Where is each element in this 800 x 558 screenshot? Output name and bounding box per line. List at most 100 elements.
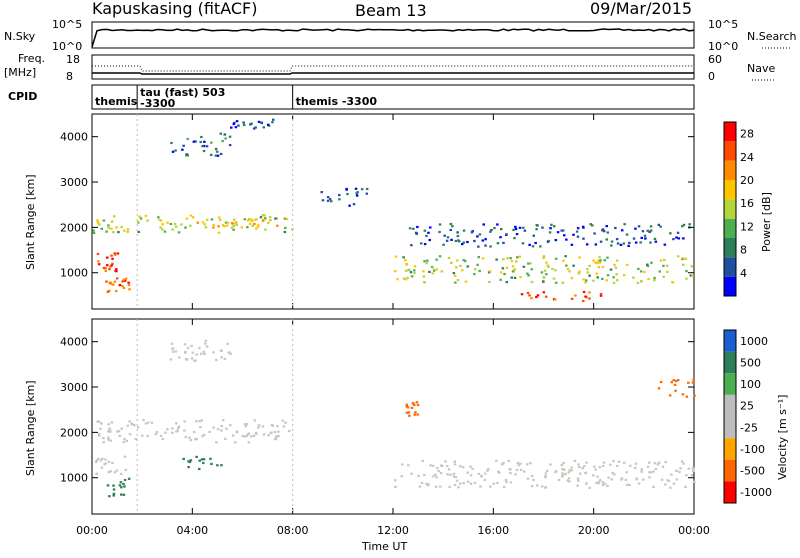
velocity-ground-cell bbox=[102, 441, 106, 444]
power-cell bbox=[639, 270, 643, 273]
x-tick-label: 12:00 bbox=[377, 524, 409, 537]
power-cell bbox=[181, 148, 184, 151]
power-axes: 1000 2000 3000 4000 bbox=[60, 114, 695, 309]
power-cell bbox=[562, 229, 565, 232]
power-cell bbox=[456, 279, 460, 282]
velocity-ground-cell bbox=[561, 468, 564, 471]
power-cell bbox=[505, 233, 508, 236]
power-cell bbox=[522, 265, 526, 268]
power-cell bbox=[242, 123, 246, 127]
power-cell bbox=[237, 124, 240, 127]
date-title: 09/Mar/2015 bbox=[590, 0, 692, 18]
power-cell bbox=[396, 278, 399, 281]
power-cell bbox=[640, 236, 643, 239]
power-cell bbox=[684, 257, 688, 260]
power-cell bbox=[264, 228, 267, 231]
power-cell bbox=[226, 224, 229, 227]
power-cell bbox=[328, 198, 332, 201]
power-cell bbox=[462, 259, 465, 262]
power-cell bbox=[657, 223, 661, 226]
power-cell bbox=[666, 270, 669, 273]
power-cell bbox=[205, 218, 209, 221]
power-cell bbox=[625, 233, 629, 236]
velocity-ground-cell bbox=[104, 462, 107, 465]
power-cell bbox=[226, 221, 230, 224]
power-cell bbox=[553, 298, 557, 301]
velocity-ground-cell bbox=[601, 481, 604, 484]
velocity-ground-cell bbox=[560, 464, 564, 467]
velocity-ground-cell bbox=[692, 468, 695, 471]
velocity-ground-cell bbox=[610, 478, 613, 481]
power-cell bbox=[553, 225, 556, 228]
velocity-ground-cell bbox=[554, 470, 558, 473]
power-cell bbox=[542, 280, 545, 283]
velocity-ground-cell bbox=[568, 480, 571, 483]
velocity-colorbar-segment bbox=[724, 373, 736, 395]
power-cell bbox=[570, 297, 574, 300]
power-cell bbox=[473, 239, 476, 243]
velocity-ground-cell bbox=[436, 466, 439, 470]
power-cell bbox=[425, 262, 428, 265]
power-cell bbox=[263, 214, 267, 217]
power-cell bbox=[521, 242, 525, 245]
velocity-ground-cell bbox=[448, 485, 451, 488]
power-cell bbox=[666, 264, 669, 267]
velocity-ground-cell bbox=[144, 422, 148, 425]
velocity-colorbar-segment bbox=[724, 481, 736, 503]
freq-tick-top: 18 bbox=[66, 53, 80, 66]
power-colorbar-segment bbox=[724, 257, 736, 277]
power-cell bbox=[106, 264, 109, 267]
velocity-ground-cell bbox=[591, 474, 595, 477]
power-cell bbox=[102, 266, 106, 270]
power-cell bbox=[189, 224, 192, 227]
velocity-ground-cell bbox=[201, 435, 204, 438]
velocity-ground-cell bbox=[563, 468, 566, 471]
power-cell bbox=[194, 140, 197, 143]
velocity-ground-cell bbox=[492, 482, 496, 485]
power-cell bbox=[159, 226, 162, 229]
power-cell bbox=[514, 227, 518, 231]
velocity-cell bbox=[112, 488, 116, 491]
velocity-ground-cell bbox=[200, 419, 203, 422]
power-cell bbox=[548, 231, 552, 234]
power-cell bbox=[484, 244, 487, 247]
velocity-ground-cell bbox=[136, 426, 140, 429]
velocity-ground-cell bbox=[427, 483, 430, 486]
power-cell bbox=[595, 272, 598, 275]
power-cell bbox=[685, 277, 688, 280]
power-ytick-label: 4000 bbox=[60, 131, 88, 144]
beam-title: Beam 13 bbox=[355, 1, 427, 20]
velocity-ground-cell bbox=[273, 431, 277, 434]
power-cell bbox=[174, 149, 177, 152]
power-cell bbox=[427, 231, 430, 234]
velocity-ylabel: Slant Range [km] bbox=[24, 380, 37, 476]
velocity-ground-cell bbox=[394, 485, 397, 488]
power-cell bbox=[535, 295, 538, 299]
velocity-ground-cell bbox=[675, 478, 679, 481]
power-cell bbox=[464, 260, 467, 263]
power-cell bbox=[413, 269, 416, 272]
velocity-ground-cell bbox=[502, 485, 506, 489]
power-cell bbox=[646, 263, 649, 266]
velocity-ground-cell bbox=[454, 475, 457, 479]
power-cell bbox=[262, 126, 265, 129]
velocity-colorbar-segment bbox=[724, 394, 736, 417]
velocity-ground-cell bbox=[400, 475, 403, 478]
velocity-ground-cell bbox=[530, 474, 534, 478]
power-cell bbox=[627, 244, 630, 247]
power-cell bbox=[582, 237, 585, 240]
power-cell bbox=[554, 257, 558, 260]
velocity-ground-cell bbox=[634, 462, 638, 465]
power-cell bbox=[432, 269, 436, 272]
nave-trace bbox=[92, 65, 694, 72]
power-cell bbox=[530, 280, 534, 284]
nsky-tick-bottom: 10^0 bbox=[52, 40, 82, 53]
power-cell bbox=[481, 257, 485, 260]
power-cell bbox=[505, 281, 508, 284]
power-cell bbox=[601, 265, 605, 269]
velocity-cell bbox=[410, 406, 414, 409]
power-cell bbox=[599, 294, 603, 297]
power-cell bbox=[110, 264, 113, 267]
power-cell bbox=[614, 266, 618, 269]
velocity-cell bbox=[202, 461, 205, 465]
